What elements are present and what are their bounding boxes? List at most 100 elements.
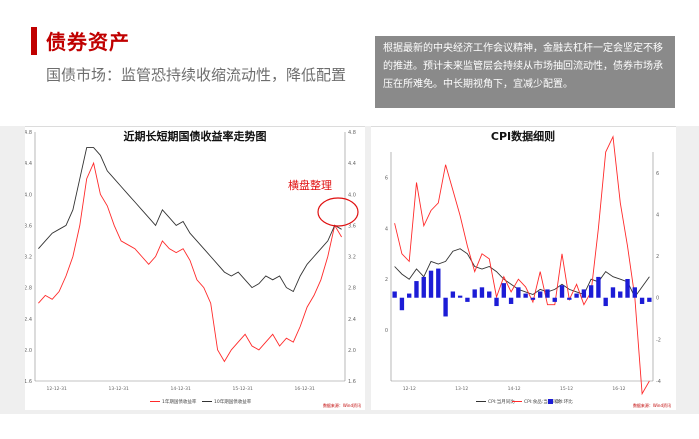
x-tick-label: 16-12-31 xyxy=(294,386,315,392)
cpi-chart-panel: CPI数据细则 0 2 4 6 -4 -2 0 2 4 6 12-12 13-12 14-12 15-12… xyxy=(371,126,676,410)
bar xyxy=(428,270,434,298)
chart-series xyxy=(38,147,342,363)
chart-series xyxy=(392,135,652,396)
x-tick-label: 12-12 xyxy=(403,386,416,392)
y-tick-label-left: 0 xyxy=(385,328,388,334)
y-tick-label-left: 2.8 xyxy=(25,286,32,292)
bar xyxy=(596,276,601,298)
bar xyxy=(523,293,528,298)
y-tick-label-right: 3.6 xyxy=(348,223,356,229)
y-tick-label-left: 2 xyxy=(385,277,388,283)
y-tick-label-right: 1.6 xyxy=(348,379,356,385)
bar xyxy=(567,297,572,300)
bar xyxy=(436,268,441,298)
legend-label: CPI:环比 xyxy=(555,398,573,405)
chart-legend: 1年期国债收益率 10年期国债收益率 xyxy=(150,398,252,405)
chart-source: 数据来源：Wind资讯 xyxy=(323,402,361,408)
bar xyxy=(545,289,550,298)
y-tick-label-left: 1.6 xyxy=(25,379,32,385)
series-line xyxy=(394,248,650,298)
legend-label: CPI:食品:当月同比 xyxy=(524,398,562,405)
y-tick-label-left: 4.8 xyxy=(25,130,32,136)
x-tick-label: 14-12 xyxy=(508,386,521,392)
x-tick-label: 12-12-31 xyxy=(46,386,67,392)
y-tick-label-right: 4.8 xyxy=(348,130,356,136)
bond-yield-chart-panel: 近期长短期国债收益率走势图 1.6 2.0 2.4 2.8 3.2 3.6 4.0 4.4 4.… xyxy=(24,126,365,410)
x-tick-label: 16-12 xyxy=(612,386,625,392)
bar xyxy=(639,297,645,304)
y-tick-label-right: 6 xyxy=(656,171,659,177)
bar xyxy=(603,297,608,307)
bar xyxy=(588,285,594,298)
bar xyxy=(487,291,492,298)
chart-title: CPI数据细则 xyxy=(491,129,555,143)
chart-source: 数据来源：Wind资讯 xyxy=(633,402,671,408)
bar xyxy=(494,297,499,307)
bar xyxy=(399,297,405,311)
series-line xyxy=(394,135,650,396)
bar xyxy=(392,291,397,298)
x-tick-label: 13-12-31 xyxy=(108,386,129,392)
bond-yield-chart: 近期长短期国债收益率走势图 1.6 2.0 2.4 2.8 3.2 3.6 4.0 4.4 4.… xyxy=(24,129,361,408)
commentary-box: 根据最新的中央经济工作会议精神，金融去杠杆一定会坚定不移的推进。预计未来监管层会… xyxy=(375,36,675,108)
y-tick-label-left: 2.0 xyxy=(25,348,32,354)
bar xyxy=(610,287,616,298)
title-accent-bar xyxy=(31,27,37,55)
legend-label: CPI:当月同比 xyxy=(488,398,515,405)
bar xyxy=(552,297,557,302)
y-tick-label-right: 4 xyxy=(656,212,659,218)
bar xyxy=(559,285,565,298)
x-tick-label: 14-12-31 xyxy=(170,386,191,392)
cpi-chart: CPI数据细则 0 2 4 6 -4 -2 0 2 4 6 12-12 13-12 14-12 15-12… xyxy=(385,129,671,408)
y-tick-label-left: 4.4 xyxy=(25,161,32,167)
y-tick-label-right: 0 xyxy=(656,296,659,302)
bar xyxy=(574,293,579,298)
bar xyxy=(501,283,506,298)
page-subtitle: 国债市场：监管恐持续收缩流动性，降低配置 xyxy=(46,66,347,84)
y-tick-label-right: 2.0 xyxy=(348,348,356,354)
y-tick-label-left: 2.4 xyxy=(25,317,32,323)
series-line xyxy=(38,147,342,293)
y-tick-label-left: 4.0 xyxy=(25,192,32,198)
bar xyxy=(647,297,652,302)
chart-axes: 0 2 4 6 -4 -2 0 2 4 6 12-12 13-12 14-12 15-12 16-12 xyxy=(385,152,661,392)
y-tick-label-left: 4 xyxy=(385,226,388,232)
bar xyxy=(632,287,637,298)
page-title: 债券资产 xyxy=(46,30,130,54)
bar xyxy=(581,289,587,298)
y-tick-label-right: 2.4 xyxy=(348,317,356,323)
x-tick-label: 15-12 xyxy=(560,386,573,392)
y-tick-label-right: 2.8 xyxy=(348,286,356,292)
legend-label: 10年期国债收益率 xyxy=(214,398,252,405)
series-line xyxy=(38,161,342,363)
y-tick-label-right: 2 xyxy=(656,254,659,260)
bar xyxy=(479,287,485,298)
bar xyxy=(472,289,477,298)
chart-annotation: 横盘整理 xyxy=(288,178,332,192)
legend-swatch xyxy=(548,399,553,404)
bar xyxy=(530,297,536,300)
y-tick-label-right: -2 xyxy=(656,337,661,343)
x-tick-label: 13-12 xyxy=(455,386,468,392)
y-tick-label-right: 3.2 xyxy=(348,255,356,261)
bar xyxy=(421,276,426,298)
y-tick-label-left: 3.6 xyxy=(25,223,32,229)
highlight-circle xyxy=(317,197,359,227)
bar xyxy=(443,297,448,317)
y-tick-label-left: 6 xyxy=(385,175,388,181)
chart-title: 近期长短期国债收益率走势图 xyxy=(124,129,267,143)
chart-axes: 1.6 2.0 2.4 2.8 3.2 3.6 4.0 4.4 4.8 1.6 2.0 2.4 2.8 3… xyxy=(24,130,356,392)
y-tick-label-right: 4.0 xyxy=(348,192,356,198)
legend-label: 1年期国债收益率 xyxy=(162,398,197,405)
bar xyxy=(450,291,456,298)
bar xyxy=(407,293,412,298)
y-tick-label-left: 3.2 xyxy=(25,255,32,261)
x-tick-label: 15-12-31 xyxy=(232,386,253,392)
bar xyxy=(618,291,623,298)
bar xyxy=(508,297,514,304)
bar xyxy=(457,295,463,298)
bar xyxy=(465,297,470,302)
bar xyxy=(414,281,419,298)
bar xyxy=(538,291,543,298)
